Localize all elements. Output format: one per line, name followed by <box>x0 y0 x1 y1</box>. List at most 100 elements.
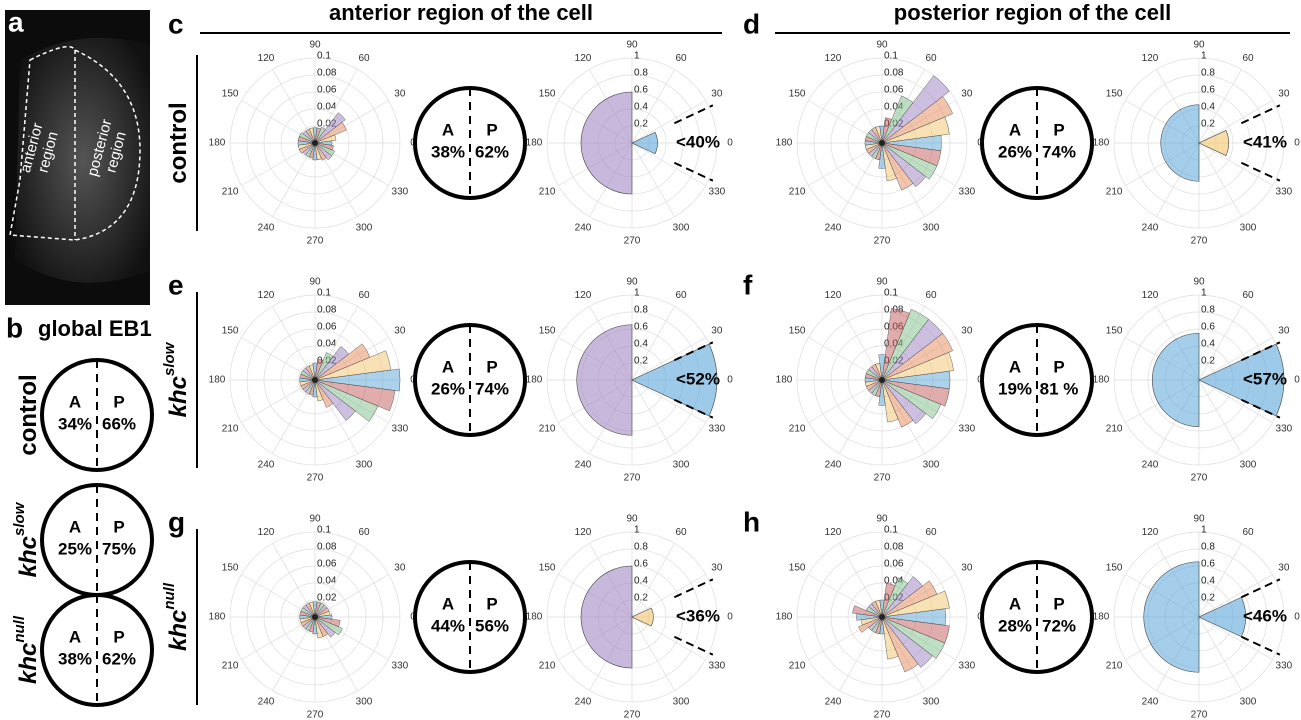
angle-tick-label: 120 <box>258 290 275 301</box>
angle-tick-label: 120 <box>1142 527 1159 538</box>
region-letter: A <box>442 594 454 613</box>
angle-tick-label: 240 <box>825 697 842 708</box>
angle-tick-label: 300 <box>923 697 940 708</box>
radial-tick-label: 0.08 <box>317 68 337 79</box>
angle-tick-label: 330 <box>709 187 726 198</box>
genotype-label: khcnull <box>11 615 42 684</box>
anterior-semicircle <box>581 92 632 194</box>
genotype-superscript: slow <box>161 341 178 376</box>
angle-tick-label: 210 <box>1106 187 1123 198</box>
angle-tick-label: 60 <box>358 53 370 64</box>
angle-tick-label: 60 <box>358 527 370 538</box>
angle-tick-label: 210 <box>222 187 239 198</box>
radial-tick-label: 1 <box>634 51 640 62</box>
angle-tick-label: 60 <box>358 290 370 301</box>
panel-letter: g <box>168 506 185 537</box>
genotype-name: khc <box>165 376 192 417</box>
angle-tick-label: 180 <box>776 138 793 149</box>
angle-tick-label: 270 <box>1191 473 1208 484</box>
angle-tick-label: 90 <box>1193 277 1205 288</box>
angle-tick-label: 180 <box>1093 138 1110 149</box>
angle-tick-label: 120 <box>1142 53 1159 64</box>
genotype-name: khc <box>15 536 42 577</box>
angle-tick-label: 0 <box>1294 375 1300 386</box>
angle-tick-label: 210 <box>539 424 556 435</box>
angle-tick-label: 150 <box>789 89 806 100</box>
region-percent: 72% <box>1042 616 1076 635</box>
panel-letter: a <box>8 6 24 37</box>
angle-tick-label: 90 <box>309 514 321 525</box>
radial-tick-label: 1 <box>634 525 640 536</box>
region-percent: 26% <box>998 142 1032 161</box>
angle-tick-label: 150 <box>789 326 806 337</box>
angle-tick-label: 150 <box>539 89 556 100</box>
angle-tick-label: 90 <box>309 40 321 51</box>
region-letter: A <box>442 120 454 139</box>
panel-letter: h <box>743 506 760 537</box>
angle-tick-label: 330 <box>959 424 976 435</box>
region-letter: A <box>1009 120 1021 139</box>
angle-tick-label: 30 <box>711 89 723 100</box>
angle-tick-label: 240 <box>258 697 275 708</box>
radial-tick-label: 0.08 <box>884 68 904 79</box>
angle-tick-label: 240 <box>575 460 592 471</box>
angle-tick-label: 240 <box>1142 460 1159 471</box>
region-letter: P <box>486 357 497 376</box>
rose-center <box>312 614 318 620</box>
angle-tick-label: 30 <box>1278 326 1290 337</box>
angle-tick-label: 0 <box>727 138 733 149</box>
angle-tick-label: 180 <box>209 612 226 623</box>
grid-spoke <box>632 143 675 217</box>
radial-tick-label: 0.6 <box>634 322 648 333</box>
wedge-label: <40% <box>676 132 720 151</box>
angle-tick-label: 270 <box>307 473 324 484</box>
angle-tick-label: 90 <box>626 514 638 525</box>
angle-tick-label: 270 <box>624 710 641 720</box>
angle-tick-label: 270 <box>624 473 641 484</box>
angle-tick-label: 60 <box>1242 527 1254 538</box>
angle-tick-label: 210 <box>222 424 239 435</box>
angle-tick-label: 330 <box>1276 187 1293 198</box>
radial-tick-label: 0.4 <box>634 576 648 587</box>
angle-tick-label: 210 <box>789 424 806 435</box>
angle-tick-label: 180 <box>526 375 543 386</box>
angle-tick-label: 150 <box>1106 326 1123 337</box>
wedge-label: <41% <box>1243 132 1287 151</box>
region-percent: 26% <box>431 379 465 398</box>
angle-tick-label: 270 <box>307 710 324 720</box>
rose-center <box>312 377 318 383</box>
genotype-label: khcslow <box>161 341 192 417</box>
radial-tick-label: 0.8 <box>634 542 648 553</box>
region-letter: A <box>1009 357 1021 376</box>
radial-tick-label: 0.4 <box>1201 102 1215 113</box>
angle-tick-label: 120 <box>575 290 592 301</box>
angle-tick-label: 150 <box>222 563 239 574</box>
radial-tick-label: 0.08 <box>317 542 337 553</box>
angle-tick-label: 120 <box>575 527 592 538</box>
rose-center <box>312 140 318 146</box>
radial-tick-label: 0.1 <box>884 288 898 299</box>
radial-tick-label: 1 <box>1201 51 1207 62</box>
angle-tick-label: 30 <box>711 326 723 337</box>
angle-tick-label: 90 <box>309 277 321 288</box>
angle-tick-label: 330 <box>959 187 976 198</box>
angle-tick-label: 240 <box>1142 697 1159 708</box>
angle-tick-label: 120 <box>258 53 275 64</box>
angle-tick-label: 240 <box>258 223 275 234</box>
radial-tick-label: 1 <box>634 288 640 299</box>
angle-tick-label: 210 <box>789 187 806 198</box>
panel-title: global EB1 <box>38 316 152 341</box>
radial-tick-label: 0.6 <box>1201 322 1215 333</box>
angle-tick-label: 60 <box>925 527 937 538</box>
region-letter: A <box>1009 594 1021 613</box>
angle-tick-label: 300 <box>356 460 373 471</box>
radial-tick-label: 0.2 <box>634 119 648 130</box>
angle-tick-label: 300 <box>673 460 690 471</box>
angle-tick-label: 30 <box>394 326 406 337</box>
angle-tick-label: 150 <box>789 563 806 574</box>
angle-tick-label: 90 <box>876 514 888 525</box>
angle-tick-label: 150 <box>222 89 239 100</box>
wedge-label: <57% <box>1243 369 1287 388</box>
angle-tick-label: 270 <box>874 473 891 484</box>
angle-tick-label: 60 <box>925 53 937 64</box>
